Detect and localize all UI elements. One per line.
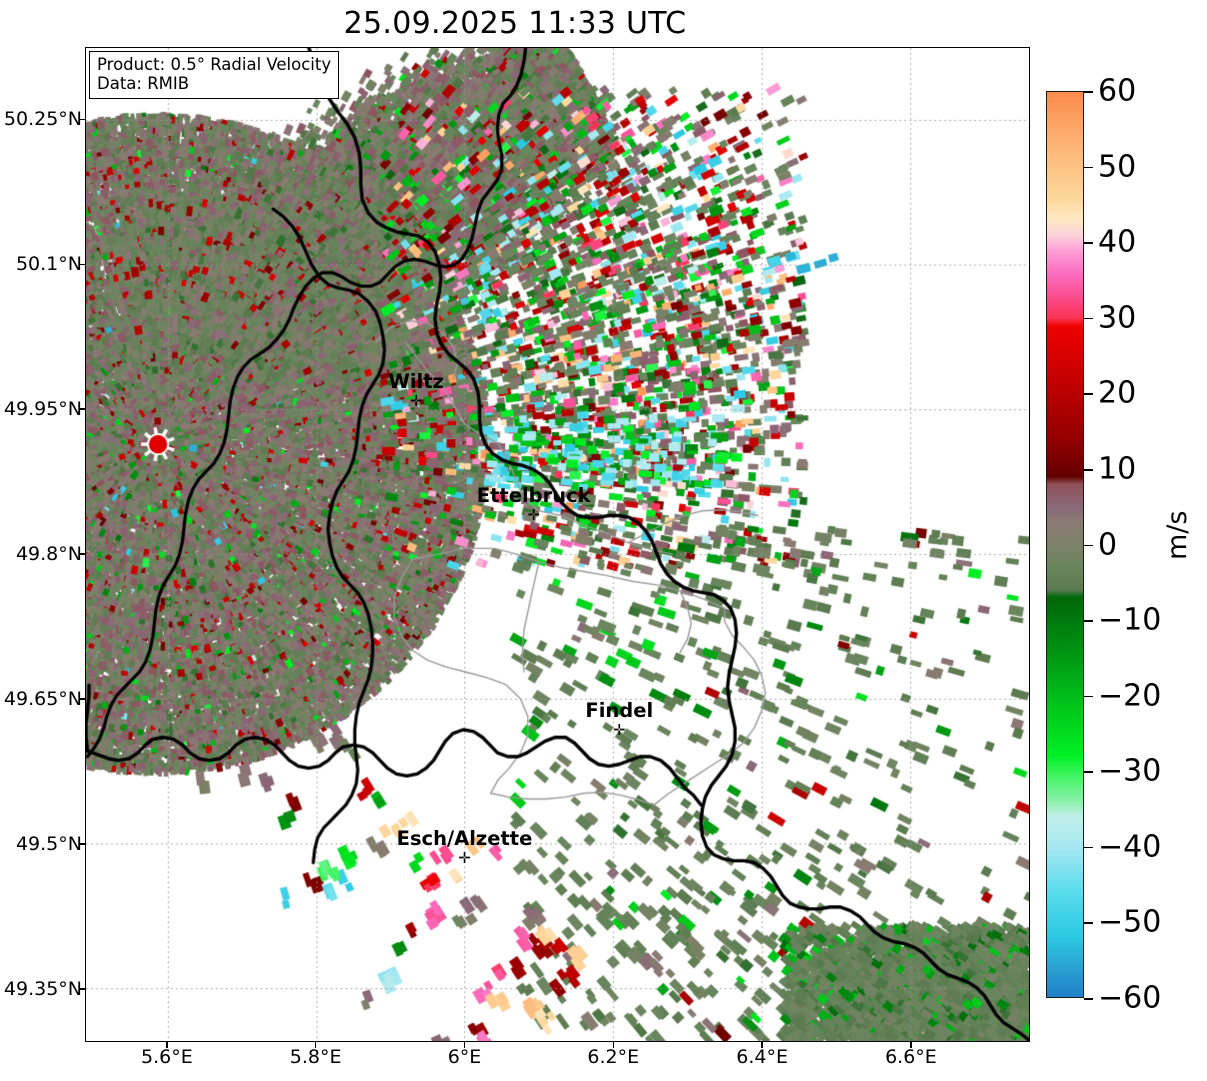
city-marker-cross-icon: ✛ xyxy=(527,505,540,524)
colorbar-tick-6 xyxy=(1084,544,1093,547)
x-axis-tick-5: 6.6°E xyxy=(885,1046,937,1068)
y-tick-mark-1 xyxy=(79,843,85,845)
colorbar-tick-8 xyxy=(1084,695,1093,698)
colorbar-tick-9 xyxy=(1084,771,1093,773)
colorbar-tick-3 xyxy=(1084,317,1093,320)
colorbar-tick-7 xyxy=(1084,620,1093,622)
y-axis-tick-5: 50.1°N xyxy=(15,253,82,276)
radar-map[interactable] xyxy=(85,47,1030,1042)
x-axis-tick-2: 6°E xyxy=(447,1046,482,1068)
y-tick-mark-4 xyxy=(79,408,85,411)
city-marker-cross-icon: ✛ xyxy=(409,391,423,410)
city-marker-cross-icon: ✛ xyxy=(612,721,626,740)
city-label-ettelbruck: Ettelbruck ✛ xyxy=(477,484,591,523)
radar-velocity-raster xyxy=(86,48,1029,1041)
product-info-box: Product: 0.5° Radial Velocity Data: RMIB xyxy=(89,51,340,99)
city-name: Ettelbruck xyxy=(476,483,591,507)
city-name: Findel xyxy=(585,699,654,723)
colorbar-tick-label-3: 30 xyxy=(1098,300,1137,336)
x-tick-mark-5 xyxy=(910,1042,912,1048)
page-title: 25.09.2025 11:33 UTC xyxy=(343,6,687,41)
colorbar-tick-2 xyxy=(1084,242,1093,244)
product-line: Product: 0.5° Radial Velocity xyxy=(97,55,332,74)
city-name: Wiltz xyxy=(388,369,444,393)
colorbar-tick-label-2: 40 xyxy=(1098,224,1137,260)
city-label-findel: Findel ✛ xyxy=(585,699,653,738)
y-tick-mark-5 xyxy=(79,263,85,266)
colorbar-tick-label-5: 10 xyxy=(1098,451,1137,487)
y-axis-tick-1: 49.5°N xyxy=(15,832,82,855)
colorbar-tick-label-9: −30 xyxy=(1098,753,1162,789)
city-label-wiltz: Wiltz ✛ xyxy=(388,370,444,409)
colorbar-title: m/s xyxy=(1162,510,1193,560)
colorbar[interactable]: 60 50 40 30 20 10 0 −10 −20 −30 −40 −50 −60 xyxy=(1046,74,1161,1016)
colorbar-tick-10 xyxy=(1084,846,1093,849)
x-tick-mark-3 xyxy=(612,1042,615,1048)
y-tick-mark-3 xyxy=(79,553,85,555)
colorbar-tick-12 xyxy=(1084,998,1093,1000)
city-label-esch-alzette: Esch/Alzette ✛ xyxy=(397,827,533,866)
colorbar-tick-11 xyxy=(1084,922,1093,924)
x-tick-mark-1 xyxy=(314,1042,317,1048)
colorbar-tick-4 xyxy=(1084,393,1093,395)
x-axis-tick-1: 5.8°E xyxy=(289,1046,342,1068)
y-tick-mark-0 xyxy=(79,988,85,990)
data-source-line: Data: RMIB xyxy=(97,74,190,94)
y-tick-mark-2 xyxy=(79,698,85,700)
colorbar-tick-label-6: 0 xyxy=(1098,527,1118,562)
colorbar-tick-label-4: 20 xyxy=(1098,375,1137,411)
colorbar-tick-label-1: 50 xyxy=(1098,149,1137,185)
city-marker-cross-icon: ✛ xyxy=(458,848,471,867)
colorbar-tick-label-7: −10 xyxy=(1098,602,1162,638)
colorbar-tick-1 xyxy=(1084,166,1093,169)
x-tick-mark-0 xyxy=(166,1042,168,1048)
colorbar-tick-label-8: −20 xyxy=(1098,678,1162,714)
colorbar-tick-label-11: −50 xyxy=(1098,904,1162,940)
y-axis-tick-6: 50.25°N xyxy=(3,108,82,131)
colorbar-tick-5 xyxy=(1084,468,1093,471)
x-axis-tick-4: 6.4°E xyxy=(736,1046,788,1068)
x-tick-mark-4 xyxy=(761,1042,763,1048)
colorbar-tick-0 xyxy=(1084,91,1093,93)
y-axis-tick-2: 49.65°N xyxy=(3,688,82,711)
city-name: Esch/Alzette xyxy=(396,826,533,850)
x-axis-tick-3: 6.2°E xyxy=(587,1046,640,1068)
colorbar-tick-label-0: 60 xyxy=(1098,73,1137,109)
colorbar-tick-label-10: −40 xyxy=(1098,829,1162,865)
x-axis-tick-0: 5.6°E xyxy=(140,1046,193,1068)
y-axis-tick-3: 49.8°N xyxy=(15,543,82,566)
colorbar-gradient xyxy=(1046,91,1084,998)
y-axis-tick-4: 49.95°N xyxy=(3,398,82,421)
x-tick-mark-2 xyxy=(463,1042,466,1048)
y-axis-tick-0: 49.35°N xyxy=(3,977,82,1000)
colorbar-tick-label-12: −60 xyxy=(1098,980,1162,1016)
y-tick-mark-6 xyxy=(79,118,85,121)
